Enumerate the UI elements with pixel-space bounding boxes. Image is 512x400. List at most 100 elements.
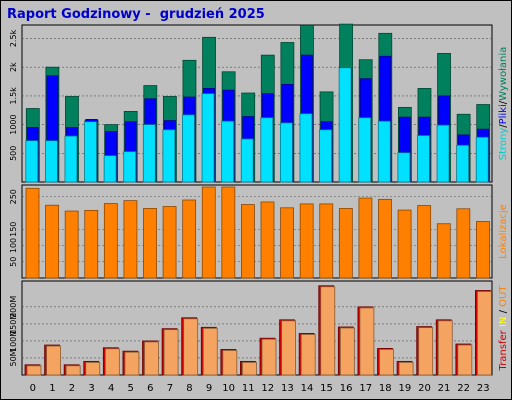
x-tick-label: 16 bbox=[340, 383, 353, 394]
bar-lokalizacje-13 bbox=[280, 207, 294, 279]
bar-lokalizacje-17 bbox=[358, 197, 373, 279]
bar-lokalizacje-20 bbox=[417, 205, 432, 279]
bar-transfer-out-22 bbox=[457, 344, 473, 376]
x-tick-label: 11 bbox=[242, 383, 255, 394]
bar-transfer-out-14 bbox=[300, 334, 316, 376]
bar-strony-0 bbox=[25, 140, 39, 183]
side-label-part: Pliki bbox=[498, 104, 509, 124]
x-tick-label: 21 bbox=[438, 383, 451, 394]
x-tick-label: 3 bbox=[88, 383, 94, 394]
y-tick-label: 1000 bbox=[9, 114, 18, 134]
bar-lokalizacje-8 bbox=[182, 199, 197, 279]
x-tick-label: 23 bbox=[477, 383, 490, 394]
y-tick-label: 50 bbox=[9, 257, 18, 267]
bar-strony-16 bbox=[338, 67, 352, 183]
bar-lokalizacje-0 bbox=[25, 187, 40, 279]
bar-strony-10 bbox=[221, 120, 235, 183]
bar-lokalizacje-16 bbox=[338, 208, 353, 279]
bar-transfer-out-0 bbox=[26, 365, 42, 376]
side-label-part: / bbox=[498, 307, 509, 317]
bar-lokalizacje-7 bbox=[162, 206, 177, 279]
bar-strony-3 bbox=[84, 121, 97, 183]
y-tick-label: 50M bbox=[9, 349, 18, 366]
x-tick-label: 10 bbox=[222, 383, 235, 394]
side-label-part: OUT bbox=[498, 285, 509, 307]
side-label-part: Strony bbox=[498, 128, 509, 161]
bar-transfer-out-10 bbox=[222, 350, 238, 376]
x-tick-label: 15 bbox=[320, 383, 333, 394]
bar-strony-15 bbox=[319, 129, 332, 183]
bar-lokalizacje-1 bbox=[45, 204, 59, 279]
x-tick-label: 17 bbox=[359, 383, 372, 394]
bar-lokalizacje-4 bbox=[103, 203, 118, 279]
bar-lokalizacje-19 bbox=[397, 209, 412, 279]
bar-transfer-out-12 bbox=[261, 338, 277, 376]
bar-transfer-out-11 bbox=[242, 361, 257, 376]
bar-strony-23 bbox=[475, 136, 489, 183]
side-label-part: Wywołania bbox=[498, 47, 509, 101]
bar-transfer-out-23 bbox=[477, 291, 492, 376]
x-tick-label: 4 bbox=[108, 383, 114, 394]
bar-transfer-out-6 bbox=[144, 341, 159, 376]
bar-transfer-out-19 bbox=[398, 361, 414, 376]
side-label: Lokalizacje bbox=[498, 204, 509, 259]
plot-area bbox=[21, 280, 493, 376]
bar-strony-1 bbox=[44, 140, 58, 183]
y-tick-label: 2k bbox=[9, 62, 18, 72]
bar-transfer-out-8 bbox=[183, 318, 199, 376]
bar-lokalizacje-5 bbox=[123, 200, 138, 279]
bar-strony-18 bbox=[377, 120, 391, 183]
bar-transfer-out-1 bbox=[46, 345, 61, 376]
bar-lokalizacje-23 bbox=[476, 221, 490, 279]
bar-lokalizacje-21 bbox=[436, 223, 451, 279]
bar-strony-9 bbox=[201, 93, 215, 183]
x-tick-label: 7 bbox=[167, 383, 173, 394]
side-label-part: / bbox=[498, 100, 509, 104]
bar-strony-20 bbox=[417, 135, 430, 183]
y-tick-label: 100 bbox=[9, 238, 18, 253]
bar-lokalizacje-12 bbox=[260, 201, 275, 279]
x-tick-label: 14 bbox=[301, 383, 314, 394]
bar-transfer-out-9 bbox=[202, 327, 218, 376]
bar-lokalizacje-22 bbox=[456, 208, 471, 279]
bar-strony-12 bbox=[260, 117, 274, 183]
bar-transfer-out-18 bbox=[379, 349, 394, 376]
bar-strony-7 bbox=[162, 129, 176, 183]
bar-strony-14 bbox=[299, 113, 313, 183]
y-tick-label: 150 bbox=[9, 222, 18, 237]
bar-lokalizacje-14 bbox=[299, 203, 314, 279]
bar-transfer-out-17 bbox=[359, 307, 375, 376]
bar-transfer-out-15 bbox=[320, 286, 336, 376]
bar-strony-21 bbox=[436, 124, 450, 183]
bar-lokalizacje-3 bbox=[84, 209, 99, 279]
y-tick-label: 250 bbox=[9, 189, 18, 204]
x-tick-label: 19 bbox=[399, 383, 412, 394]
bar-strony-8 bbox=[182, 114, 195, 183]
side-label-part: IN bbox=[498, 317, 509, 331]
bar-strony-22 bbox=[456, 144, 470, 183]
bar-strony-5 bbox=[123, 151, 137, 183]
y-tick-label: 2.5k bbox=[9, 29, 18, 47]
side-label-part: Transfer bbox=[498, 329, 509, 371]
y-tick-label: 200M bbox=[9, 296, 18, 318]
x-tick-label: 12 bbox=[261, 383, 274, 394]
y-tick-label: 500 bbox=[9, 146, 18, 161]
x-tick-label: 8 bbox=[186, 383, 192, 394]
bar-lokalizacje-11 bbox=[241, 204, 255, 279]
bar-strony-11 bbox=[240, 138, 254, 183]
x-tick-label: 20 bbox=[418, 383, 431, 394]
y-tick-label: 100M bbox=[9, 330, 18, 352]
bar-transfer-out-7 bbox=[163, 329, 179, 376]
plot-area bbox=[21, 184, 493, 279]
bar-transfer-out-3 bbox=[85, 361, 101, 376]
bar-lokalizacje-15 bbox=[319, 203, 334, 279]
bar-transfer-out-21 bbox=[437, 320, 453, 376]
plot-area bbox=[21, 24, 493, 183]
x-tick-label: 9 bbox=[206, 383, 212, 394]
bar-strony-13 bbox=[279, 122, 293, 183]
bar-transfer-out-13 bbox=[281, 320, 296, 376]
